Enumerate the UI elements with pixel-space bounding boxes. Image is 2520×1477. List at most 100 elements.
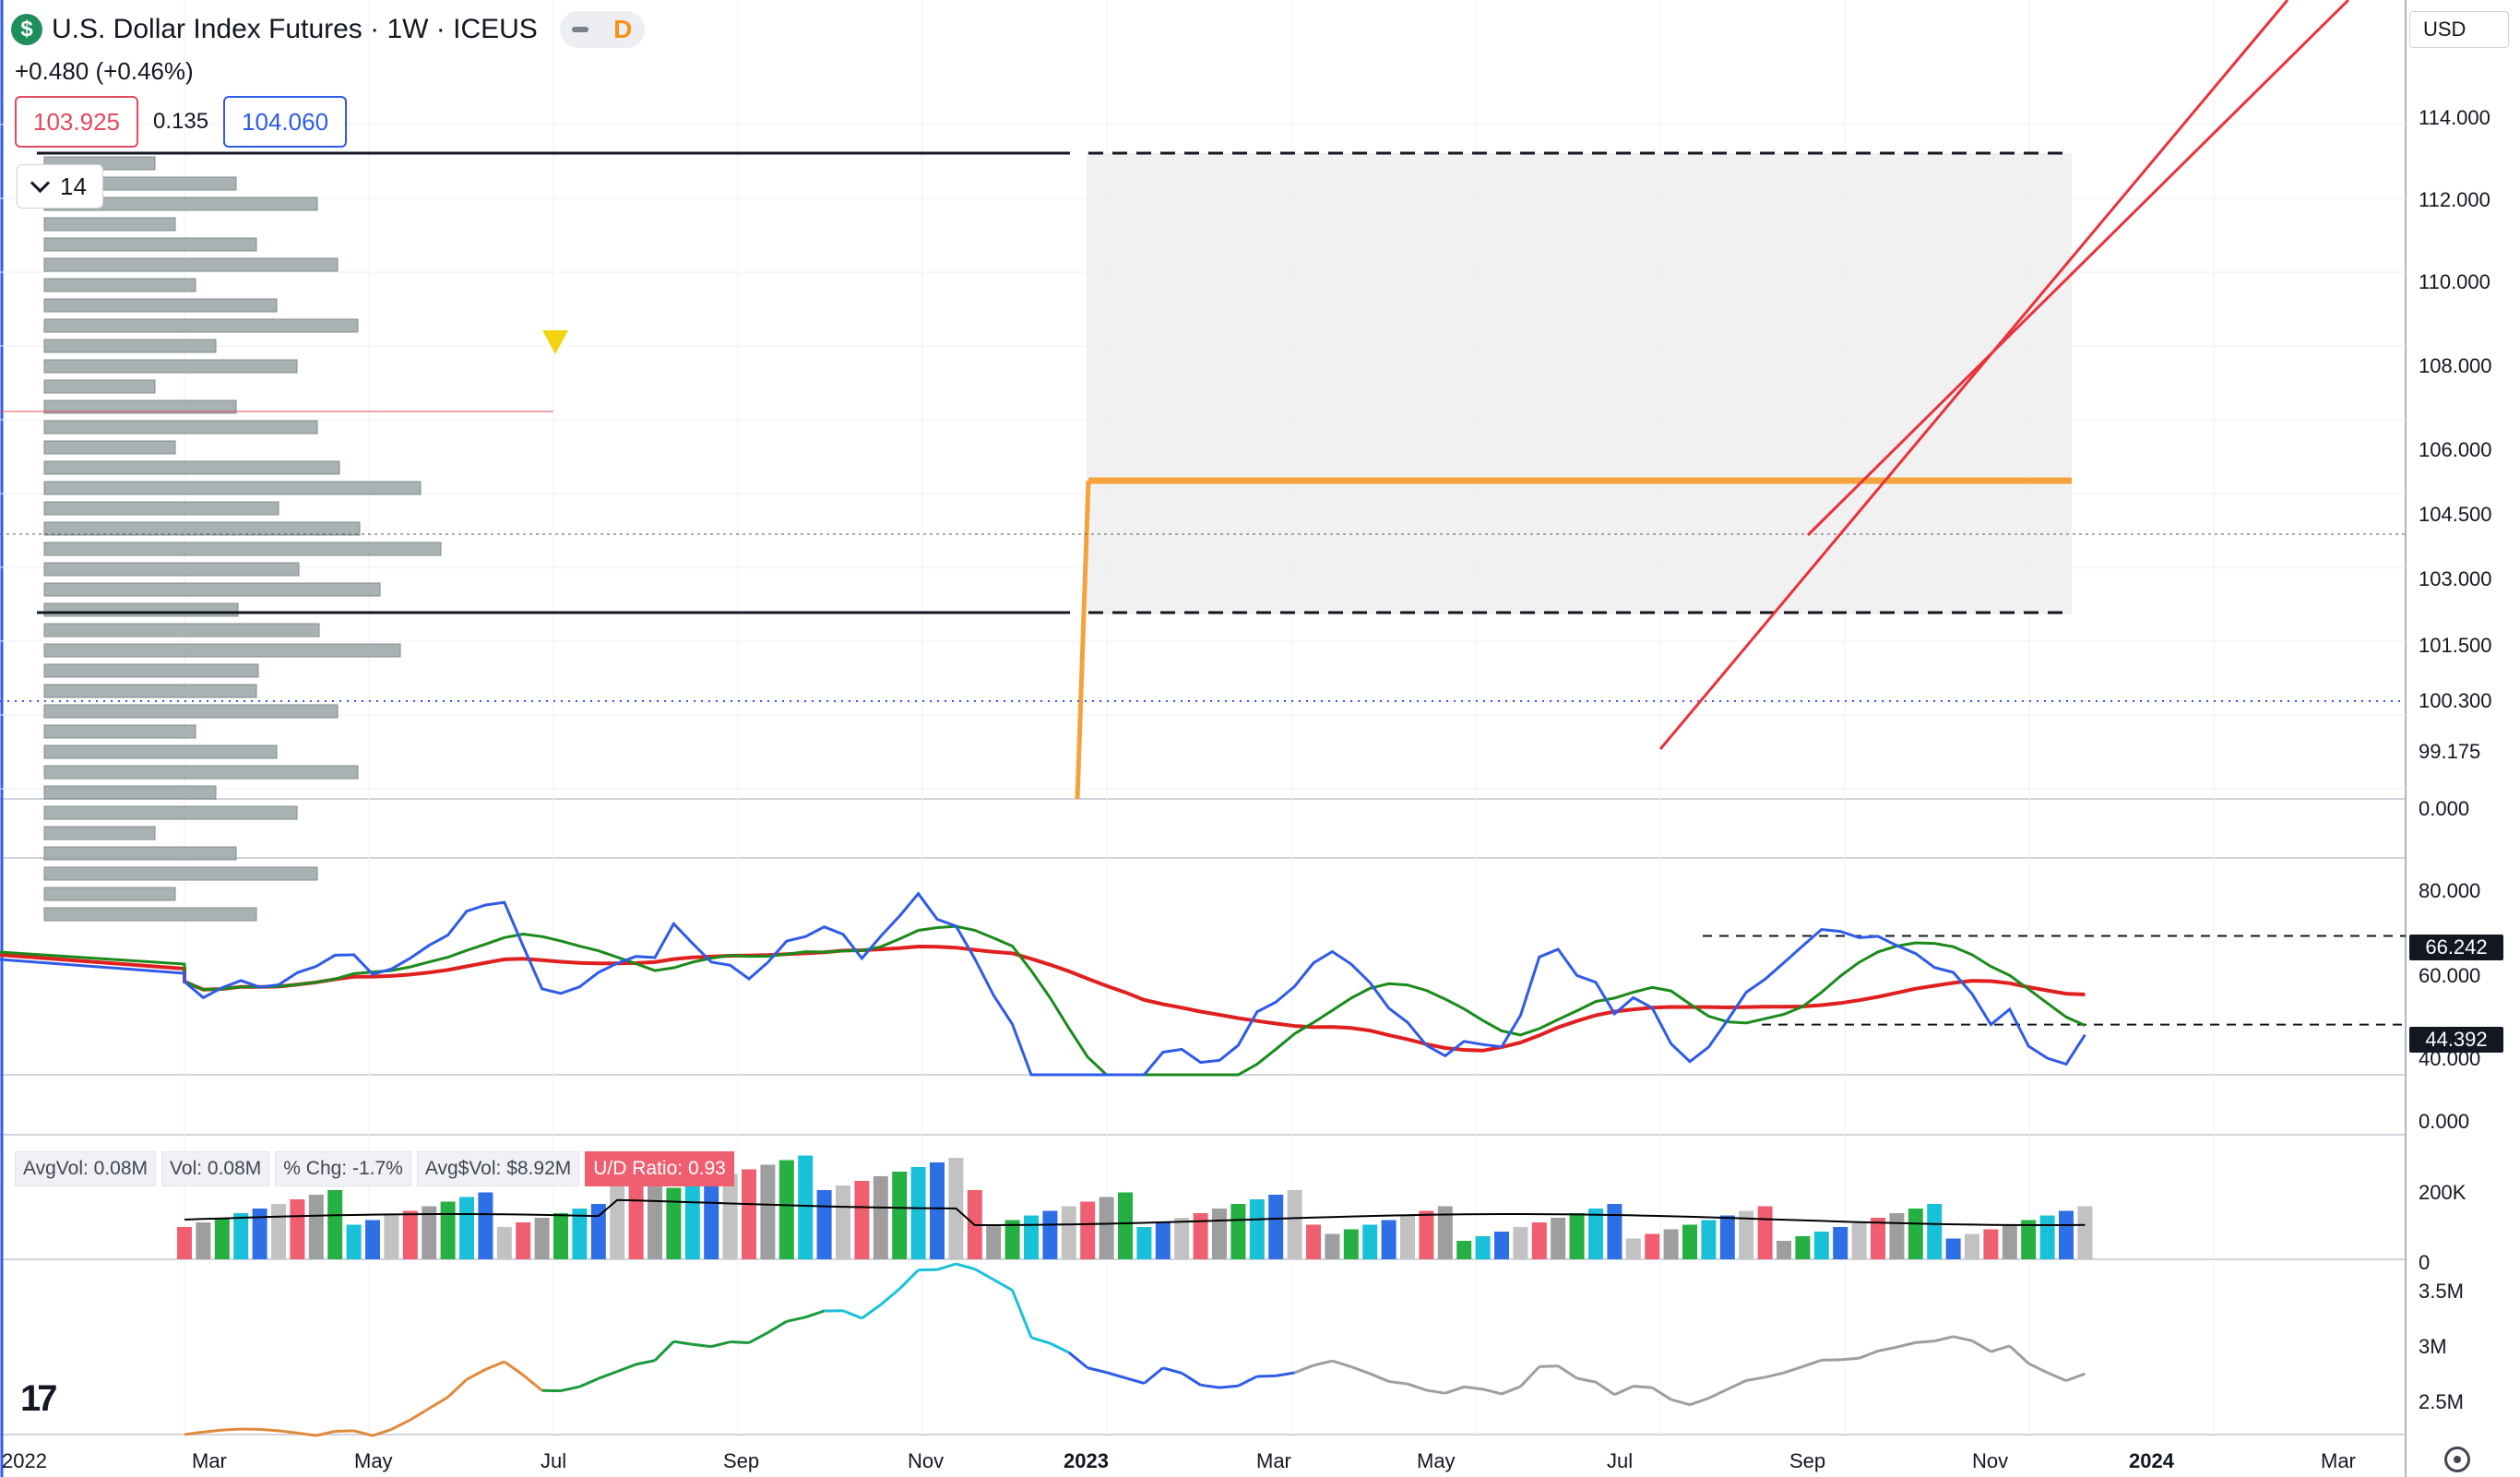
flow-segment — [1294, 1364, 1314, 1375]
flow-segment — [1218, 1384, 1239, 1389]
volume-profile-bar — [43, 298, 278, 313]
channel-line-lower — [1658, 0, 2289, 750]
rsi-slow-ma — [0, 944, 2086, 1053]
volume-bar — [459, 1197, 474, 1259]
price-tick: 112.000 — [2419, 188, 2490, 211]
volume-profile-bar — [43, 562, 300, 577]
price-change: +0.480 (+0.46%) — [15, 57, 194, 85]
flow-segment — [560, 1385, 580, 1393]
flow-segment — [353, 1429, 374, 1437]
volume-bar — [836, 1185, 850, 1259]
bottom-tick: 3.5M — [2419, 1280, 2464, 1303]
flow-segment — [1633, 1385, 1653, 1389]
flow-segment — [1877, 1345, 1897, 1352]
flow-segment — [297, 1431, 317, 1437]
volume-profile-bar — [43, 643, 401, 658]
price-tick: 103.000 — [2419, 567, 2492, 590]
flow-segment — [1030, 1336, 1051, 1345]
volume-bar — [590, 1204, 606, 1259]
rsi-fast-ma — [0, 924, 2086, 1077]
volume-bar — [534, 1218, 550, 1259]
gear-icon[interactable] — [2444, 1447, 2470, 1472]
volume-bar — [1024, 1215, 1039, 1259]
volume-profile-bar — [43, 501, 279, 516]
volume-profile-bar — [43, 846, 237, 861]
flow-segment — [428, 1396, 449, 1411]
volume-bar — [1343, 1229, 1359, 1259]
flow-segment — [636, 1359, 656, 1366]
market-status-pill[interactable]: D — [559, 11, 645, 48]
volume-profile-bar — [43, 460, 340, 475]
tradingview-logo-icon[interactable]: 17 — [20, 1378, 57, 1419]
chevron-down-icon — [30, 173, 51, 193]
flow-segment — [861, 1304, 882, 1320]
flow-segment — [1519, 1365, 1540, 1388]
vol-stat: Vol: 0.08M — [161, 1151, 270, 1186]
volume-bar — [2077, 1206, 2093, 1259]
volume-profile-bar — [43, 866, 318, 881]
volume-bar — [271, 1204, 286, 1259]
flow-segment — [1464, 1385, 1483, 1391]
flow-segment — [1689, 1397, 1709, 1407]
volume-profile-bar — [43, 765, 359, 780]
volume-bar — [308, 1195, 324, 1259]
volume-bar — [1061, 1206, 1076, 1259]
volume-profile-bar — [43, 826, 156, 840]
time-tick: Sep — [1789, 1449, 1826, 1472]
volume-bar — [1739, 1210, 1754, 1259]
price-tick: 104.500 — [2419, 503, 2492, 526]
time-tick: May — [1417, 1449, 1456, 1472]
volume-bar — [1663, 1229, 1679, 1259]
flow-segment — [710, 1340, 731, 1349]
volume-profile-bar — [43, 602, 239, 617]
flow-segment — [1557, 1364, 1578, 1380]
volume-bar — [666, 1187, 682, 1259]
volume-bar — [610, 1162, 625, 1259]
currency-select[interactable]: USD — [2409, 11, 2509, 48]
volume-bar — [290, 1199, 305, 1259]
volume-stats-bar: AvgVol: 0.08M Vol: 0.08M % Chg: -1.7% Av… — [15, 1151, 734, 1186]
volume-bar — [1851, 1222, 1867, 1259]
indicators-toggle-button[interactable]: 14 — [17, 164, 103, 208]
volume-profile-bar — [43, 785, 217, 800]
volume-bar — [327, 1190, 343, 1259]
price-tick: 101.500 — [2419, 634, 2492, 657]
volume-bar — [2059, 1210, 2074, 1259]
time-tick: Nov — [1972, 1449, 2009, 1472]
indicator-count: 14 — [60, 172, 87, 200]
volume-bar — [402, 1210, 418, 1259]
volume-bar — [1419, 1210, 1434, 1259]
volume-bar — [873, 1176, 888, 1259]
flow-segment — [1181, 1372, 1202, 1387]
rsi-lower-tag: 44.392 — [2409, 1027, 2503, 1053]
flow-segment — [315, 1430, 336, 1437]
rsi-tick: 0.000 — [2419, 1110, 2470, 1133]
flow-segment — [1275, 1371, 1295, 1377]
flow-segment — [1106, 1371, 1126, 1380]
volume-bar — [252, 1209, 267, 1259]
buy-button[interactable]: 104.060 — [223, 96, 348, 148]
volume-bar — [1212, 1209, 1227, 1259]
sell-button[interactable]: 103.925 — [15, 96, 138, 148]
volume-bar — [1362, 1224, 1378, 1259]
symbol-title[interactable]: U.S. Dollar Index Futures · 1W · ICEUS — [52, 14, 538, 44]
volume-bar — [1813, 1232, 1829, 1259]
volume-profile-bar — [43, 359, 298, 374]
volume-bar — [177, 1227, 192, 1259]
volume-bar — [1588, 1209, 1603, 1259]
volume-bar — [1889, 1213, 1905, 1259]
channel-line-upper — [1806, 0, 2350, 537]
time-tick: May — [354, 1449, 393, 1472]
volume-profile-bar — [43, 684, 257, 698]
volume-bar — [1456, 1241, 1472, 1259]
flow-segment — [184, 1430, 204, 1436]
flow-segment — [748, 1331, 769, 1344]
minus-icon — [572, 27, 589, 32]
flow-segment — [466, 1368, 487, 1381]
flow-segment — [2008, 1344, 2030, 1365]
volume-bar — [1118, 1192, 1133, 1259]
volume-bar — [1927, 1204, 1943, 1259]
ud-ratio-stat: U/D Ratio: 0.93 — [585, 1151, 734, 1186]
